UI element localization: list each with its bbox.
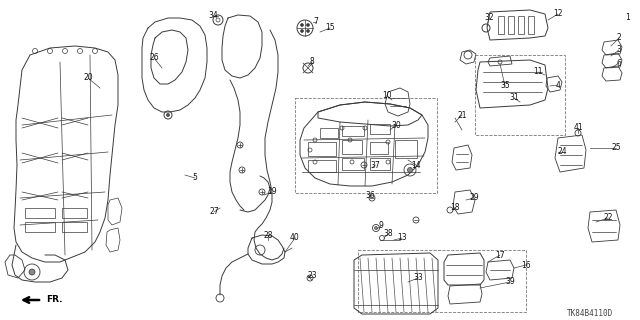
Bar — [62, 208, 87, 218]
Text: 25: 25 — [611, 143, 621, 153]
Bar — [370, 158, 390, 170]
Text: 5: 5 — [193, 173, 197, 182]
Text: 18: 18 — [451, 204, 460, 212]
Text: 37: 37 — [370, 161, 380, 170]
Bar — [370, 124, 390, 134]
Bar — [508, 16, 514, 34]
Text: 11: 11 — [533, 68, 543, 76]
Text: 34: 34 — [208, 12, 218, 20]
Text: 40: 40 — [290, 234, 300, 243]
Circle shape — [29, 269, 35, 275]
Bar — [308, 142, 336, 156]
Text: 1: 1 — [626, 13, 630, 22]
Text: 13: 13 — [397, 234, 407, 243]
Text: 31: 31 — [509, 93, 519, 102]
Text: 22: 22 — [604, 213, 612, 222]
Circle shape — [166, 114, 170, 116]
Text: 7: 7 — [314, 18, 319, 27]
Text: TK84B4110D: TK84B4110D — [567, 309, 613, 318]
Bar — [342, 126, 364, 136]
Bar — [342, 140, 362, 154]
Text: 32: 32 — [484, 13, 494, 22]
Text: 21: 21 — [457, 110, 467, 119]
Text: 15: 15 — [325, 23, 335, 33]
Text: 30: 30 — [391, 121, 401, 130]
Bar — [25, 222, 55, 232]
Circle shape — [307, 29, 310, 33]
Text: 39: 39 — [505, 277, 515, 286]
Bar — [528, 16, 534, 34]
Text: FR.: FR. — [46, 295, 63, 305]
Circle shape — [301, 29, 303, 33]
Text: 16: 16 — [521, 260, 531, 269]
Circle shape — [374, 227, 378, 229]
Text: 24: 24 — [557, 148, 567, 156]
Text: 10: 10 — [382, 92, 392, 100]
Bar — [498, 16, 504, 34]
Text: 36: 36 — [365, 190, 375, 199]
Bar — [308, 160, 336, 172]
Text: 14: 14 — [411, 161, 421, 170]
Text: 9: 9 — [379, 221, 383, 230]
Bar — [358, 250, 526, 312]
Text: 17: 17 — [495, 251, 505, 260]
Text: 19: 19 — [267, 188, 277, 196]
Bar — [25, 208, 55, 218]
Bar — [342, 158, 364, 170]
Text: 23: 23 — [307, 270, 317, 279]
Text: 27: 27 — [209, 207, 219, 217]
Text: 41: 41 — [573, 124, 583, 132]
Bar — [320, 128, 338, 138]
Bar — [370, 142, 388, 154]
Bar — [295, 98, 437, 193]
Text: 6: 6 — [616, 59, 621, 68]
Text: 29: 29 — [469, 194, 479, 203]
Text: 26: 26 — [149, 53, 159, 62]
Bar — [62, 222, 87, 232]
Circle shape — [307, 23, 310, 27]
Circle shape — [301, 23, 303, 27]
Text: 8: 8 — [310, 58, 314, 67]
Text: 20: 20 — [83, 74, 93, 83]
Text: 28: 28 — [263, 230, 273, 239]
Text: 33: 33 — [413, 274, 423, 283]
Bar — [518, 16, 524, 34]
Text: 2: 2 — [616, 34, 621, 43]
Text: 35: 35 — [500, 82, 510, 91]
Circle shape — [408, 167, 413, 172]
Bar — [475, 55, 565, 135]
Text: 4: 4 — [556, 81, 561, 90]
Text: 12: 12 — [553, 10, 563, 19]
Bar — [395, 140, 417, 158]
Text: 3: 3 — [616, 45, 621, 54]
Text: 38: 38 — [383, 229, 393, 238]
